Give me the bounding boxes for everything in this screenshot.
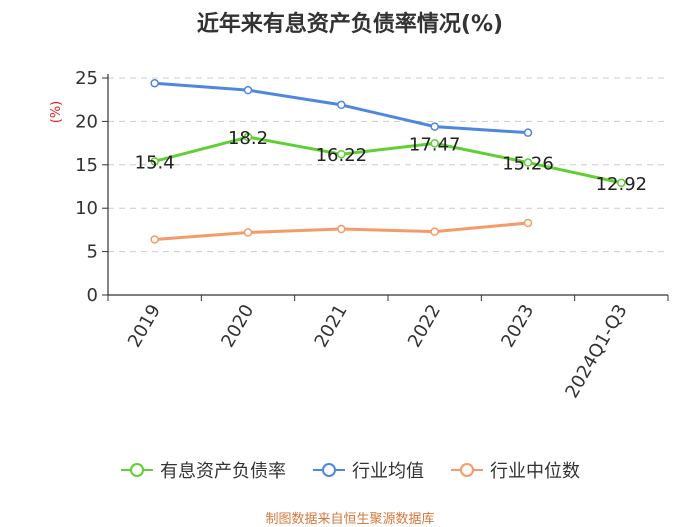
x-tick-label-2024Q1-Q3: 2024Q1-Q3 <box>561 301 631 402</box>
x-tick-label-2022: 2022 <box>404 301 445 351</box>
source-note: 制图数据来自恒生聚源数据库 <box>265 512 435 527</box>
legend-item-industry-median[interactable]: 行业中位数 <box>450 457 580 483</box>
legend-label-debt-ratio: 有息资产负债率 <box>160 461 286 482</box>
data-point[interactable] <box>337 224 346 234</box>
x-tick-label-2023: 2023 <box>497 301 538 351</box>
legend-marker-orange-icon <box>451 463 483 477</box>
data-point[interactable] <box>243 132 253 142</box>
data-point[interactable] <box>430 122 439 131</box>
legend-item-industry-mean[interactable]: 行业均值 <box>312 457 424 483</box>
line-chart: 0 5 10 15 20 25 (%) 2019 2020 2021 2022 2023 2024Q1-… <box>49 68 669 402</box>
data-label: 15.4 <box>135 152 175 173</box>
y-tick-label: 25 <box>75 68 98 89</box>
y-tick-label: 0 <box>87 285 98 306</box>
legend-marker-blue-icon <box>313 463 345 477</box>
x-tick-label-2021: 2021 <box>311 301 352 351</box>
data-point[interactable] <box>337 149 346 159</box>
x-tick-label-2019: 2019 <box>124 301 165 351</box>
legend-item-debt-ratio[interactable]: 有息资产负债率 <box>120 457 286 483</box>
axes: 0 5 10 15 20 25 (%) 2019 2020 2021 2022 2023 2024Q1-… <box>49 68 669 402</box>
data-point[interactable] <box>617 178 626 188</box>
gridlines <box>108 77 668 253</box>
data-point[interactable] <box>523 128 533 137</box>
data-label: 18.2 <box>228 128 268 149</box>
legend-label-industry-median: 行业中位数 <box>490 461 580 482</box>
data-point[interactable] <box>243 228 253 237</box>
data-label: 15.26 <box>502 154 554 175</box>
data-point[interactable] <box>523 158 533 167</box>
y-axis-unit-label: (%) <box>49 101 64 124</box>
x-tick-label-2020: 2020 <box>217 301 258 351</box>
data-point[interactable] <box>150 78 159 88</box>
legend: 有息资产负债率 行业均值 行业中位数 <box>0 456 700 484</box>
legend-marker-green-icon <box>121 463 153 477</box>
data-labels: 15.4 18.2 16.22 17.47 15.26 12.92 <box>135 128 647 195</box>
series-line-0 <box>154 135 622 185</box>
chart-title: 近年来有息资产负债率情况(%) <box>196 12 504 37</box>
data-label: 16.22 <box>316 145 368 166</box>
data-label: 17.47 <box>409 134 461 155</box>
legend-label-industry-mean: 行业均值 <box>352 461 424 482</box>
data-point[interactable] <box>430 227 439 236</box>
series <box>150 78 626 244</box>
y-tick-label: 10 <box>75 198 98 219</box>
data-point[interactable] <box>337 100 346 110</box>
data-point[interactable] <box>523 218 533 228</box>
y-tick-label: 15 <box>75 155 98 176</box>
data-point[interactable] <box>243 85 253 95</box>
y-tick-label: 20 <box>75 111 98 132</box>
data-point[interactable] <box>430 139 439 148</box>
data-label: 12.92 <box>596 174 648 195</box>
y-tick-label: 5 <box>87 242 98 263</box>
data-point[interactable] <box>150 157 159 166</box>
data-point[interactable] <box>150 235 159 244</box>
